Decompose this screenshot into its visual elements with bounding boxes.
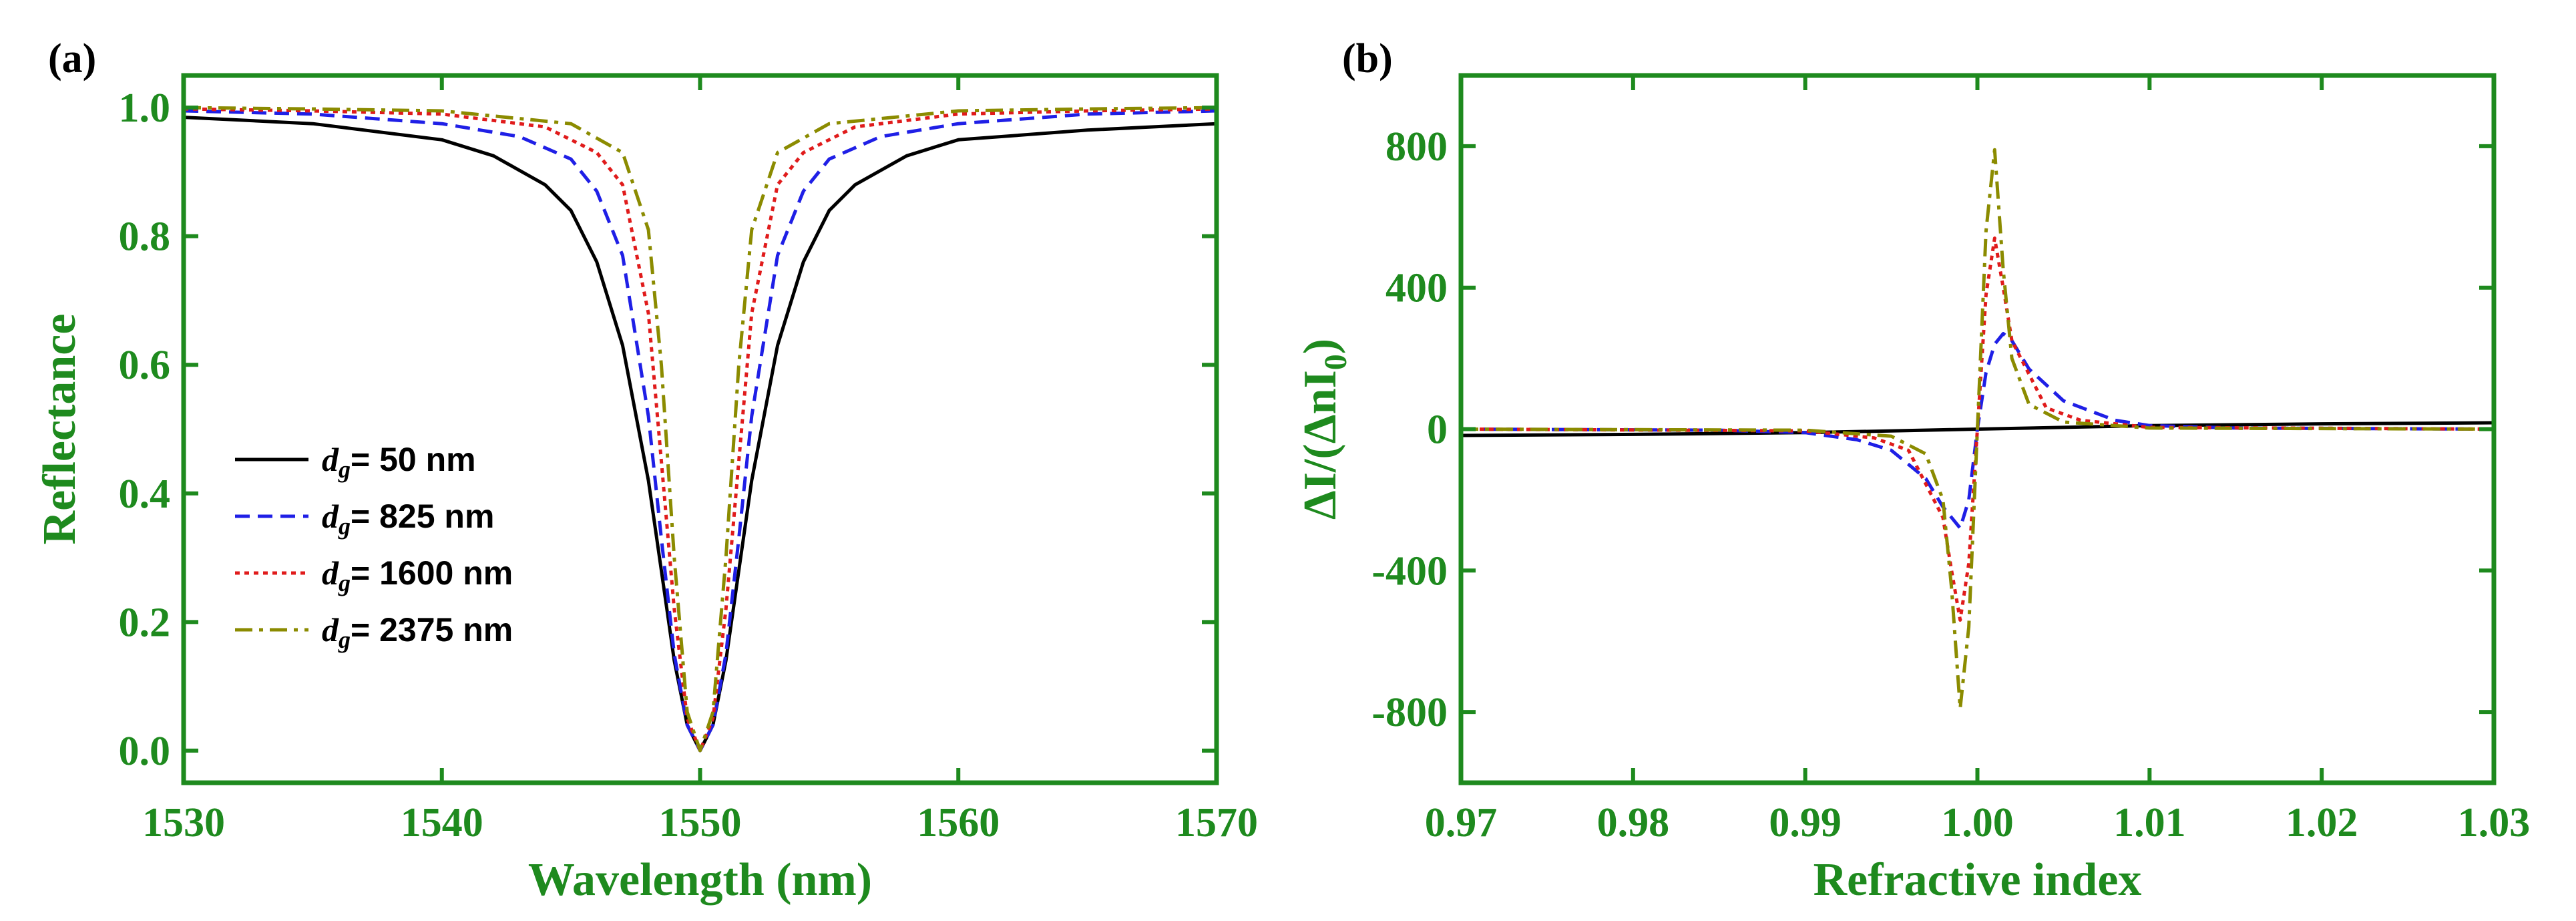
- panel-a-y-tick-label: 0.8: [119, 214, 171, 260]
- panel-a-y-tick-label: 1.0: [119, 85, 171, 131]
- panel-a-y-tick-label: 0.4: [119, 472, 171, 517]
- panel-a-axes-frame: [181, 73, 1219, 785]
- panel-a-x-axis-title: Wavelength (nm): [528, 854, 872, 906]
- panel-b-y-tick-label: 400: [1385, 266, 1448, 311]
- legend-label-3: dg= 1600 nm: [322, 554, 513, 596]
- panel-a-x-tick-label: 1550: [659, 800, 742, 846]
- panel-a-x-tick-label: 1560: [917, 800, 1000, 846]
- panel-b-series-line-4: [1460, 148, 2495, 711]
- panel-b-series-line-2: [1460, 332, 2495, 530]
- legend-label-4: dg= 2375 nm: [322, 611, 513, 653]
- legend-label-1: dg= 50 nm: [322, 441, 476, 483]
- panel-b-label: (b): [1342, 36, 1393, 81]
- panel-b-x-tick-label: 1.01: [2113, 800, 2186, 846]
- panel-a-ticks: 1530 1540 1550 1560 1570 0.0 0.2 0.4 0.6 0.8 1.0: [119, 75, 1258, 846]
- panel-a-series-line-3: [183, 107, 1217, 753]
- panel-b-y-axis-title: ΔI/(ΔnI0): [1295, 339, 1353, 520]
- panel-b-x-tick-label: 0.98: [1597, 800, 1670, 846]
- panel-a-y-tick-label: 0.2: [119, 600, 171, 645]
- panel-a-y-axis-title: Reflectance: [34, 314, 85, 545]
- panel-a-series-line-2: [183, 109, 1217, 753]
- panel-b-y-axis-title-sub: 0: [1318, 354, 1353, 370]
- panel-b-y-tick-label: -800: [1371, 690, 1448, 735]
- panel-b-y-axis-title-main: ΔI/(ΔnI: [1295, 370, 1346, 520]
- panel-b-x-tick-label: 1.02: [2286, 800, 2358, 846]
- panel-a-series: [183, 106, 1217, 753]
- panel-b-series: [1460, 148, 2495, 711]
- panel-a-series-line-4: [183, 106, 1217, 753]
- panel-b-y-tick-label: 800: [1385, 124, 1448, 170]
- panel-b-x-tick-label: 1.03: [2458, 800, 2531, 846]
- panel-a-x-tick-label: 1540: [401, 800, 483, 846]
- panel-a-label: (a): [48, 36, 96, 81]
- panel-a-legend: dg= 50 nm dg= 825 nm dg= 1600 nm dg= 2375 n…: [235, 441, 513, 653]
- panel-b-x-tick-label: 1.00: [1941, 800, 2014, 846]
- panel-a-y-tick-label: 0.6: [119, 343, 171, 388]
- panel-b-x-tick-label: 0.99: [1769, 800, 1842, 846]
- panel-a-series-line-1: [183, 116, 1217, 753]
- panel-b-y-axis-title-close: ): [1295, 339, 1346, 354]
- panel-a-y-tick-label: 0.0: [119, 729, 171, 774]
- panel-a-x-tick-label: 1530: [142, 800, 225, 846]
- panel-b-y-tick-label: -400: [1371, 548, 1448, 594]
- panel-a-x-tick-label: 1570: [1175, 800, 1258, 846]
- panel-b-x-axis-title: Refractive index: [1813, 854, 2142, 906]
- panel-b-ticks: 0.97 0.98 0.99 1.00 1.01 1.02 1.03 -800 -400 0 400…: [1371, 75, 2530, 846]
- panel-b-y-tick-label: 0: [1427, 407, 1448, 453]
- panel-b: (b) 0.97 0.98 0.99 1.00 1.01 1.02 1.03 -800 -400…: [1295, 36, 2530, 906]
- panel-a: (a) 1530 1540 1550 1560 15700.00.20.40.60.81…: [34, 36, 1258, 906]
- legend-label-2: dg= 825 nm: [322, 498, 494, 540]
- panel-b-x-tick-label: 0.97: [1425, 800, 1498, 846]
